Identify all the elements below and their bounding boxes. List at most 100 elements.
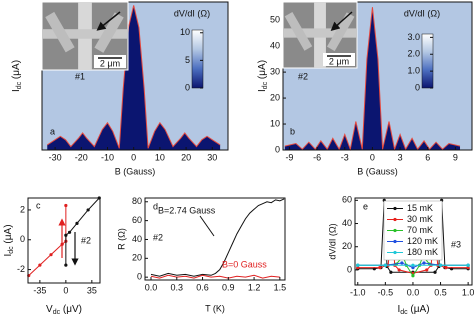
point xyxy=(64,263,68,267)
electrode xyxy=(42,29,128,39)
x-tick-label: -9 xyxy=(285,152,293,162)
panel-label: a xyxy=(50,126,55,136)
fit-line xyxy=(46,5,221,149)
panel-label: b xyxy=(290,126,295,136)
x-tick-label: -10 xyxy=(101,152,114,162)
y-tick-label: 2 xyxy=(20,204,25,214)
point xyxy=(433,270,437,274)
electrode xyxy=(45,11,75,53)
legend-label: 70 mK xyxy=(407,225,433,235)
point xyxy=(411,274,415,278)
x-tick-label: -0.5 xyxy=(378,287,394,297)
x-tick-label: 0 xyxy=(131,152,136,162)
sample-label: #2 xyxy=(81,235,91,245)
y-tick-label: -2 xyxy=(17,264,25,274)
x-tick-label: -1.0 xyxy=(350,287,366,297)
point xyxy=(75,221,79,225)
scale-bar-label: 2 μm xyxy=(100,58,120,68)
y-tick-label: 0 xyxy=(20,234,25,244)
y-axis-label: R (Ω) xyxy=(116,228,126,250)
plot-frame xyxy=(282,1,473,151)
point xyxy=(64,233,68,237)
point xyxy=(422,261,426,265)
y-tick-label: 40 xyxy=(342,218,352,228)
x-tick-label: 6 xyxy=(425,152,430,162)
series-line xyxy=(150,274,280,279)
label-part: dc xyxy=(400,309,408,316)
x-tick-label: 0.5 xyxy=(434,287,447,297)
electrode xyxy=(94,12,124,53)
legend-label: 15 mK xyxy=(407,203,433,213)
point xyxy=(86,208,90,212)
label-part: (μA) xyxy=(257,60,268,82)
point xyxy=(49,253,53,257)
label-part: (μA) xyxy=(11,60,22,82)
annotation: B=2.74 Gauss xyxy=(158,205,216,215)
sample-label: #2 xyxy=(153,232,163,242)
y-tick-label: 0 xyxy=(347,264,352,274)
colorbar xyxy=(421,33,434,89)
point xyxy=(444,266,448,270)
y-axis-label: Idc (μA) xyxy=(11,60,24,92)
point xyxy=(389,270,393,274)
x-axis-label: Idc (μA) xyxy=(397,304,429,317)
y-axis-label: dV/dI (Ω) xyxy=(327,223,337,259)
y-tick-label: 50 xyxy=(270,15,280,25)
label-part: (μV) xyxy=(60,304,82,315)
electrode xyxy=(283,28,357,38)
inset-arrow xyxy=(330,11,353,31)
legend-marker xyxy=(393,206,397,211)
y-tick-label: 20 xyxy=(342,241,352,251)
point xyxy=(356,263,360,267)
x-tick-label: 20 xyxy=(181,152,191,162)
scale-bar-label: 2 μm xyxy=(329,56,349,66)
x-axis-label: T (K) xyxy=(205,303,225,313)
x-tick-label: 1.0 xyxy=(462,287,474,297)
legend-label: 30 mK xyxy=(407,214,433,224)
x-tick-label: 0.3 xyxy=(171,282,184,292)
y-tick-label: 40 xyxy=(270,41,280,51)
point xyxy=(411,266,415,270)
electrode xyxy=(284,11,313,51)
colorbar-tick-label: 2.0 xyxy=(407,49,420,59)
critical-current-area xyxy=(47,5,221,151)
y-tick-label: 30 xyxy=(270,66,280,76)
label-part: I xyxy=(11,89,22,92)
point xyxy=(411,263,415,267)
label-part: dc xyxy=(262,81,269,89)
panel-label: e xyxy=(363,201,368,211)
x-tick-label: -20 xyxy=(75,152,88,162)
inset-arrow xyxy=(96,11,121,31)
plot-frame xyxy=(27,197,101,284)
point xyxy=(64,203,68,208)
x-tick-label: 9 xyxy=(453,152,458,162)
sample-label: #2 xyxy=(298,71,308,81)
plot-frame xyxy=(41,1,229,151)
point xyxy=(425,268,429,272)
x-tick-label: -35 xyxy=(33,285,46,295)
label-part: dc xyxy=(8,246,15,254)
label-part: V xyxy=(46,304,53,315)
colorbar-tick-label: 10 xyxy=(180,27,190,37)
panel-label: c xyxy=(36,200,41,210)
y-tick-label: 20 xyxy=(270,92,280,102)
sem-inset: 2 μm xyxy=(41,1,129,71)
point xyxy=(466,263,470,267)
x-tick-label: 1.2 xyxy=(248,282,261,292)
x-tick-label: -30 xyxy=(49,152,62,162)
y-tick-label: 20 xyxy=(132,253,142,263)
label-part: (μA) xyxy=(408,304,430,315)
label-part: I xyxy=(397,304,400,315)
x-tick-label: 30 xyxy=(207,152,217,162)
x-tick-label: 1.5 xyxy=(274,282,287,292)
colorbar-title: dV/dI (Ω) xyxy=(404,8,440,18)
point xyxy=(400,261,404,265)
y-tick-label: 40 xyxy=(132,234,142,244)
label-part: (μA) xyxy=(3,224,14,246)
annotation-pointer xyxy=(199,215,215,237)
label-part: dc xyxy=(53,309,61,316)
x-axis-label: B (Gauss) xyxy=(357,166,398,176)
x-tick-label: 0.0 xyxy=(407,287,420,297)
label-part: I xyxy=(257,89,268,92)
